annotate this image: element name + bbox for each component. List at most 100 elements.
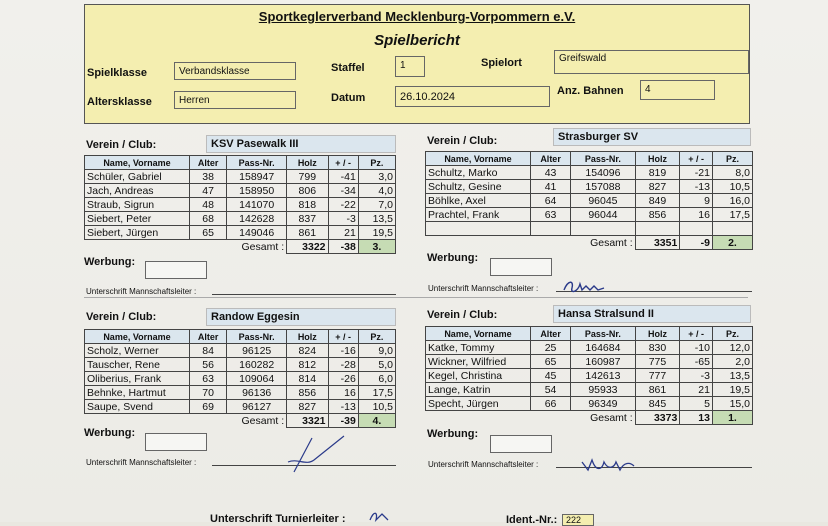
player-name: Böhlke, Axel — [425, 193, 531, 208]
table-row: Specht, Jürgen 66 96349 845 5 15,0 — [425, 396, 754, 411]
player-holz: 799 — [286, 169, 329, 184]
total-diff: -38 — [327, 239, 359, 254]
total-platz: 1. — [711, 410, 754, 425]
player-holz: 824 — [286, 343, 329, 358]
table-row: Scholz, Werner 84 96125 824 -16 9,0 — [84, 343, 397, 358]
total-row: Gesamt :3322 -38 3. — [85, 239, 397, 254]
player-name: Oliberius, Frank — [84, 371, 190, 386]
col-alter: Alter — [529, 326, 572, 341]
player-name: Prachtel, Frank — [425, 207, 531, 222]
werbung-field[interactable] — [490, 435, 552, 453]
club-name-pasewalk: KSV Pasewalk III — [206, 135, 396, 153]
spielklasse-field[interactable]: Verbandsklasse — [174, 62, 296, 80]
signature-scribble — [563, 281, 605, 293]
table-header: Name, Vorname Alter Pass-Nr. Holz + / - … — [425, 151, 754, 166]
club-name-eggesin: Randow Eggesin — [206, 308, 396, 326]
player-pz: 13,5 — [711, 368, 754, 383]
player-alter: 41 — [529, 179, 572, 194]
total-label: Gesamt : — [590, 236, 633, 249]
werbung-field[interactable] — [490, 258, 552, 276]
player-alter: 45 — [529, 368, 572, 383]
player-diff: -65 — [679, 354, 713, 369]
total-row: Gesamt :3373 13 1. — [426, 410, 754, 425]
player-pass: 158947 — [226, 169, 288, 184]
player-holz: 819 — [634, 165, 681, 180]
col-pass: Pass-Nr. — [570, 326, 636, 341]
spielort-field[interactable]: Greifswald — [554, 50, 749, 74]
player-name: Wickner, Wilfried — [425, 354, 531, 369]
table-row-empty — [425, 221, 754, 236]
staffel-field[interactable]: 1 — [395, 56, 425, 77]
player-alter: 25 — [529, 340, 572, 355]
player-pz: 5,0 — [357, 357, 397, 372]
player-pz: 4,0 — [357, 183, 397, 198]
signature-label: Unterschrift Mannschaftsleiter : — [86, 458, 197, 467]
club-name-strasburg: Strasburger SV — [553, 128, 751, 146]
player-pass: 160282 — [226, 357, 288, 372]
player-alter: 64 — [529, 193, 572, 208]
player-pz: 17,5 — [711, 207, 754, 222]
col-name: Name, Vorname — [84, 329, 190, 344]
player-holz: 830 — [634, 340, 681, 355]
table-row: Jach, Andreas 47 158950 806 -34 4,0 — [84, 183, 397, 198]
player-alter: 69 — [188, 399, 228, 414]
werbung-label: Werbung: — [84, 427, 136, 439]
table-row: Böhlke, Axel 64 96045 849 9 16,0 — [425, 193, 754, 208]
player-pz: 6,0 — [357, 371, 397, 386]
table-row: Lange, Katrin 54 95933 861 21 19,5 — [425, 382, 754, 397]
player-holz: 861 — [634, 382, 681, 397]
player-diff: 21 — [327, 225, 359, 240]
total-holz: 3373 — [634, 410, 681, 425]
werbung-field[interactable] — [145, 261, 207, 279]
player-diff: -28 — [327, 357, 359, 372]
total-label: Gesamt : — [241, 240, 285, 253]
player-pass: 160987 — [570, 354, 636, 369]
datum-field[interactable]: 26.10.2024 — [395, 86, 550, 107]
player-name: Saupe, Svend — [84, 399, 190, 414]
ident-field[interactable]: 222 — [562, 514, 594, 526]
results-table-pasewalk: Name, Vorname Alter Pass-Nr. Holz + / - … — [84, 155, 397, 254]
altersklasse-label: Altersklasse — [87, 96, 152, 108]
player-name: Siebert, Jürgen — [84, 225, 190, 240]
bahnen-field[interactable]: 4 — [640, 80, 715, 100]
col-holz: Holz — [634, 326, 681, 341]
turnierleiter-label: Unterschrift Turnierleiter : — [210, 513, 346, 525]
werbung-field[interactable] — [145, 433, 207, 451]
player-diff: -10 — [679, 340, 713, 355]
table-row: Kegel, Christina 45 142613 777 -3 13,5 — [425, 368, 754, 383]
player-pass: 158950 — [226, 183, 288, 198]
col-alter: Alter — [529, 151, 572, 166]
col-pass: Pass-Nr. — [226, 329, 288, 344]
player-pz: 12,0 — [711, 340, 754, 355]
total-row: Gesamt :3351 -9 2. — [426, 235, 754, 250]
werbung-label: Werbung: — [84, 256, 136, 268]
col-holz: Holz — [286, 155, 329, 170]
player-alter: 43 — [529, 165, 572, 180]
col-alter: Alter — [188, 155, 228, 170]
player-pass: 149046 — [226, 225, 288, 240]
player-holz: 849 — [634, 193, 681, 208]
player-holz: 845 — [634, 396, 681, 411]
table-row: Schüler, Gabriel 38 158947 799 -41 3,0 — [84, 169, 397, 184]
player-holz: 856 — [286, 385, 329, 400]
signature-scribble — [581, 458, 635, 472]
total-row: Gesamt :3321 -39 4. — [85, 413, 397, 428]
player-holz: 837 — [286, 211, 329, 226]
player-name: Kegel, Christina — [425, 368, 531, 383]
table-row: Wickner, Wilfried 65 160987 775 -65 2,0 — [425, 354, 754, 369]
player-alter: 56 — [188, 357, 228, 372]
player-pass: 142613 — [570, 368, 636, 383]
altersklasse-field[interactable]: Herren — [174, 91, 296, 109]
table-row: Siebert, Jürgen 65 149046 861 21 19,5 — [84, 225, 397, 240]
col-alter: Alter — [188, 329, 228, 344]
player-holz: 827 — [286, 399, 329, 414]
player-pz: 15,0 — [711, 396, 754, 411]
player-pass: 164684 — [570, 340, 636, 355]
total-diff: -9 — [679, 235, 713, 250]
player-name: Siebert, Peter — [84, 211, 190, 226]
player-name: Scholz, Werner — [84, 343, 190, 358]
signature-label: Unterschrift Mannschaftsleiter : — [86, 287, 197, 296]
player-pz: 16,0 — [711, 193, 754, 208]
player-pz: 10,5 — [357, 399, 397, 414]
col-pz: Pz. — [357, 155, 397, 170]
